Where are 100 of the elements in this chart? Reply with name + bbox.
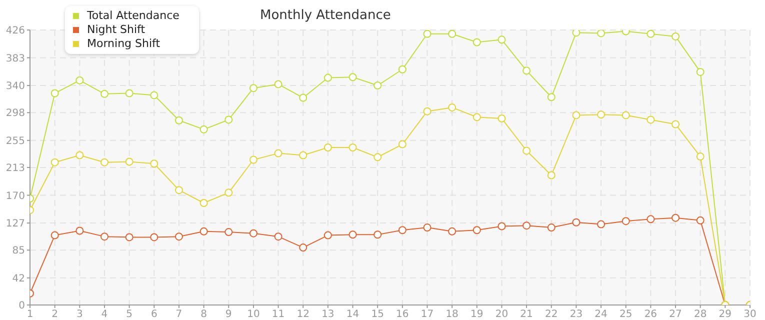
point <box>100 158 108 166</box>
x-tick-label: 19 <box>470 309 484 320</box>
point <box>150 233 158 242</box>
point <box>348 230 357 239</box>
point <box>522 146 531 155</box>
point <box>572 30 580 37</box>
y-tick-label: 383 <box>6 53 25 64</box>
x-tick-label: 12 <box>296 309 310 320</box>
point <box>150 91 158 100</box>
x-tick-label: 10 <box>247 309 260 320</box>
point <box>348 73 357 82</box>
x-tick-label: 17 <box>420 309 434 320</box>
point <box>696 216 704 224</box>
point <box>597 220 606 228</box>
point <box>374 230 382 239</box>
legend-label: Total Attendance <box>86 9 180 23</box>
x-tick-label: 9 <box>225 309 232 320</box>
point <box>498 36 506 44</box>
point <box>572 111 580 120</box>
point <box>597 110 606 119</box>
point <box>50 231 59 240</box>
point <box>672 214 680 222</box>
x-tick-label: 8 <box>200 309 207 320</box>
y-tick-label: 340 <box>6 81 25 92</box>
y-tick-label: 170 <box>6 190 25 202</box>
point <box>547 93 556 102</box>
point <box>448 30 456 38</box>
point <box>299 94 308 102</box>
point <box>672 32 680 40</box>
y-tick-label: 127 <box>6 218 25 230</box>
legend-label: Night Shift <box>86 23 146 37</box>
point <box>100 232 108 241</box>
point <box>299 244 308 252</box>
point <box>100 90 108 98</box>
x-tick-label: 16 <box>396 309 409 320</box>
point <box>472 113 481 122</box>
legend-label: Morning Shift <box>86 37 162 51</box>
point <box>448 103 456 112</box>
point <box>150 160 158 168</box>
x-tick-label: 5 <box>126 309 132 320</box>
x-tick-label: 29 <box>718 309 732 320</box>
point <box>622 111 630 120</box>
point <box>522 222 531 230</box>
point <box>374 82 382 90</box>
point <box>249 229 258 238</box>
point <box>597 30 606 38</box>
point <box>547 171 556 180</box>
point <box>622 217 630 226</box>
point <box>50 158 59 166</box>
point <box>672 120 680 128</box>
point <box>423 224 432 232</box>
point <box>76 76 84 84</box>
chart-title: Monthly Attendance <box>260 8 391 23</box>
point <box>324 74 332 82</box>
point <box>498 114 506 122</box>
point <box>398 226 406 234</box>
point <box>572 218 580 226</box>
y-tick-label: 213 <box>6 163 25 174</box>
point <box>696 152 704 161</box>
x-tick-label: 6 <box>150 309 158 320</box>
point <box>274 149 282 158</box>
point <box>324 231 332 240</box>
point <box>423 30 432 38</box>
point <box>324 143 332 152</box>
point <box>249 84 258 92</box>
point <box>125 233 134 242</box>
x-tick-label: 7 <box>176 309 182 320</box>
point <box>174 116 183 124</box>
point <box>224 188 233 197</box>
point <box>274 80 282 88</box>
point <box>200 125 208 134</box>
point <box>398 140 406 148</box>
point <box>200 199 208 208</box>
point <box>472 226 481 234</box>
point <box>646 215 655 224</box>
point <box>76 226 84 235</box>
point <box>174 186 183 194</box>
point <box>498 222 506 230</box>
y-tick-label: 255 <box>6 136 25 147</box>
x-tick-label: 26 <box>644 309 658 320</box>
point <box>423 107 432 116</box>
x-tick-label: 24 <box>594 309 608 320</box>
x-tick-label: 21 <box>520 309 533 320</box>
y-tick-label: 42 <box>12 273 25 284</box>
point <box>348 143 357 152</box>
x-tick-label: 30 <box>744 309 756 320</box>
point <box>125 89 134 98</box>
point <box>76 151 84 160</box>
x-tick-label: 13 <box>322 309 334 320</box>
point <box>299 151 308 160</box>
x-tick-label: 28 <box>694 309 707 320</box>
point <box>547 224 556 232</box>
point <box>646 30 655 38</box>
x-tick-label: 18 <box>446 309 458 320</box>
x-tick-label: 14 <box>346 309 360 320</box>
point <box>472 38 481 46</box>
point <box>522 66 531 75</box>
x-tick-label: 11 <box>272 309 285 320</box>
x-tick-label: 15 <box>371 309 384 320</box>
point <box>374 153 382 162</box>
